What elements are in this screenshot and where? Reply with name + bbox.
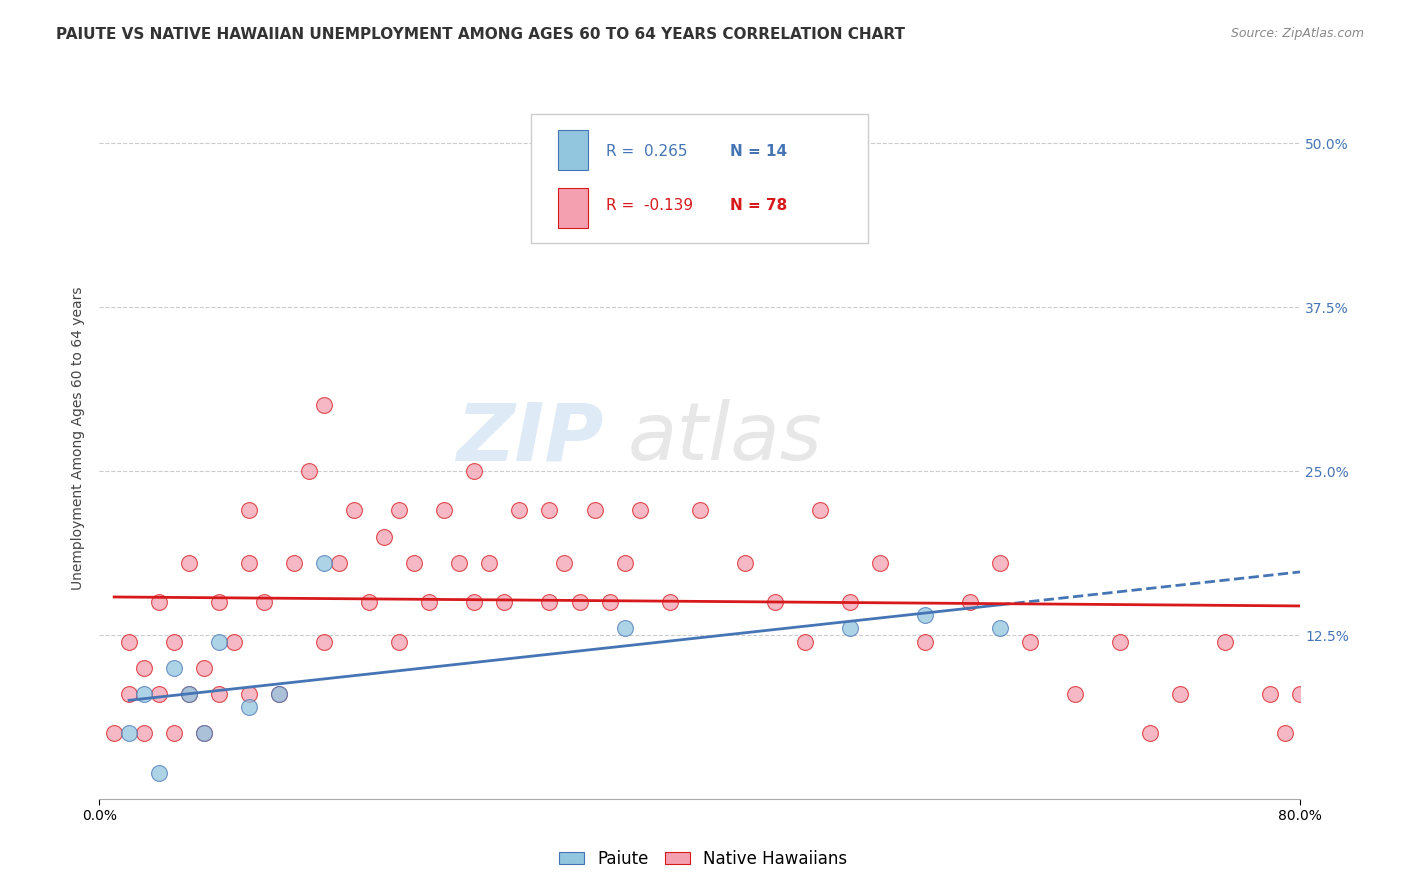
Point bbox=[253, 595, 276, 609]
Point bbox=[103, 726, 125, 740]
Point bbox=[1139, 726, 1161, 740]
Point bbox=[1258, 687, 1281, 701]
Point bbox=[914, 634, 936, 648]
Point bbox=[388, 503, 411, 517]
FancyBboxPatch shape bbox=[558, 130, 588, 169]
Point bbox=[118, 634, 141, 648]
Point bbox=[238, 556, 260, 570]
Point bbox=[583, 503, 606, 517]
Text: N = 14: N = 14 bbox=[730, 144, 787, 159]
FancyBboxPatch shape bbox=[558, 188, 588, 227]
Point bbox=[179, 556, 201, 570]
Point bbox=[914, 608, 936, 623]
Point bbox=[328, 556, 350, 570]
Point bbox=[163, 726, 186, 740]
Point bbox=[433, 503, 456, 517]
Text: R =  -0.139: R = -0.139 bbox=[606, 198, 693, 213]
Point bbox=[1064, 687, 1087, 701]
Point bbox=[179, 687, 201, 701]
Point bbox=[163, 634, 186, 648]
Point bbox=[314, 399, 336, 413]
Point bbox=[193, 726, 215, 740]
Point bbox=[148, 595, 170, 609]
Point bbox=[163, 661, 186, 675]
Point bbox=[269, 687, 291, 701]
Point bbox=[238, 700, 260, 714]
Point bbox=[463, 595, 485, 609]
Point bbox=[418, 595, 440, 609]
Point bbox=[508, 503, 530, 517]
Point bbox=[703, 136, 725, 150]
Point bbox=[118, 726, 141, 740]
Point bbox=[134, 661, 156, 675]
Text: atlas: atlas bbox=[627, 400, 823, 477]
Point bbox=[553, 556, 575, 570]
Point bbox=[208, 595, 231, 609]
Point bbox=[359, 595, 381, 609]
Point bbox=[269, 687, 291, 701]
Point bbox=[224, 634, 246, 648]
Point bbox=[118, 687, 141, 701]
Point bbox=[238, 687, 260, 701]
Point bbox=[478, 556, 501, 570]
Point bbox=[208, 634, 231, 648]
Point bbox=[314, 634, 336, 648]
Point bbox=[179, 687, 201, 701]
Point bbox=[689, 503, 711, 517]
Point bbox=[449, 556, 471, 570]
Point bbox=[1018, 634, 1040, 648]
Point bbox=[134, 726, 156, 740]
Y-axis label: Unemployment Among Ages 60 to 64 years: Unemployment Among Ages 60 to 64 years bbox=[72, 286, 86, 590]
Point bbox=[298, 464, 321, 478]
Point bbox=[343, 503, 366, 517]
Point bbox=[373, 530, 395, 544]
Point bbox=[314, 556, 336, 570]
Point bbox=[538, 595, 561, 609]
Point bbox=[494, 595, 516, 609]
Text: PAIUTE VS NATIVE HAWAIIAN UNEMPLOYMENT AMONG AGES 60 TO 64 YEARS CORRELATION CHA: PAIUTE VS NATIVE HAWAIIAN UNEMPLOYMENT A… bbox=[56, 27, 905, 42]
Text: Source: ZipAtlas.com: Source: ZipAtlas.com bbox=[1230, 27, 1364, 40]
Point bbox=[734, 556, 756, 570]
Point bbox=[404, 556, 426, 570]
Point bbox=[658, 595, 681, 609]
Point bbox=[193, 726, 215, 740]
Point bbox=[988, 622, 1011, 636]
Point bbox=[599, 595, 621, 609]
Point bbox=[1213, 634, 1236, 648]
Point bbox=[193, 661, 215, 675]
Text: ZIP: ZIP bbox=[456, 400, 603, 477]
Point bbox=[568, 595, 591, 609]
Point bbox=[838, 622, 860, 636]
Point bbox=[869, 556, 891, 570]
Point bbox=[959, 595, 981, 609]
Legend: Paiute, Native Hawaiians: Paiute, Native Hawaiians bbox=[553, 844, 853, 875]
Point bbox=[988, 556, 1011, 570]
FancyBboxPatch shape bbox=[531, 113, 868, 244]
Point bbox=[134, 687, 156, 701]
Point bbox=[1168, 687, 1191, 701]
Point bbox=[463, 464, 485, 478]
Point bbox=[148, 687, 170, 701]
Point bbox=[838, 595, 860, 609]
Point bbox=[538, 503, 561, 517]
Point bbox=[148, 765, 170, 780]
Point bbox=[1274, 726, 1296, 740]
Point bbox=[283, 556, 305, 570]
Point bbox=[628, 503, 651, 517]
Point bbox=[613, 556, 636, 570]
Point bbox=[1289, 687, 1312, 701]
Point bbox=[388, 634, 411, 648]
Point bbox=[808, 503, 831, 517]
Point bbox=[793, 634, 815, 648]
Point bbox=[1109, 634, 1132, 648]
Text: R =  0.265: R = 0.265 bbox=[606, 144, 688, 159]
Point bbox=[208, 687, 231, 701]
Point bbox=[763, 595, 786, 609]
Point bbox=[613, 622, 636, 636]
Point bbox=[238, 503, 260, 517]
Text: N = 78: N = 78 bbox=[730, 198, 787, 213]
